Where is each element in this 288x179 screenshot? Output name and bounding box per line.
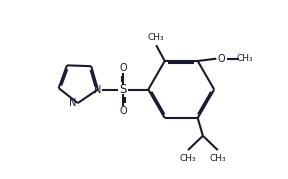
Text: CH₃: CH₃	[237, 54, 253, 63]
Text: CH₃: CH₃	[180, 154, 196, 163]
Text: CH₃: CH₃	[147, 33, 164, 42]
Text: O: O	[218, 54, 225, 64]
Text: N: N	[69, 98, 76, 108]
Text: S: S	[120, 83, 127, 96]
Text: O: O	[119, 106, 127, 116]
Text: N: N	[94, 84, 102, 95]
Text: CH₃: CH₃	[209, 154, 226, 163]
Text: O: O	[119, 63, 127, 73]
